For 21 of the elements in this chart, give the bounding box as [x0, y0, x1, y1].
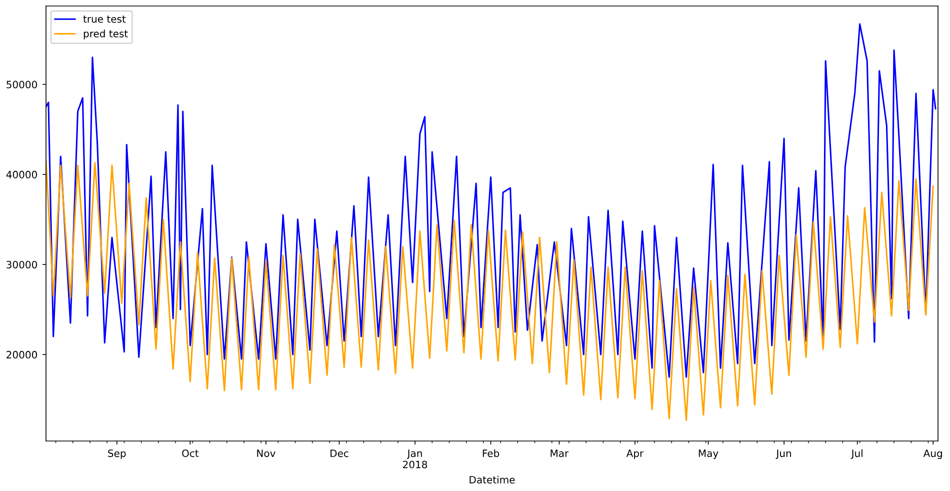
y-tick-label: 40000 [6, 170, 37, 178]
line-series [46, 23, 936, 378]
x-tick-label: Jul [850, 449, 862, 459]
y-tick-label: 30000 [6, 260, 37, 268]
x-tick-label: Feb [482, 449, 500, 458]
x-tick-label: Dec [330, 450, 348, 458]
legend-label: true test [83, 16, 126, 23]
x-tick-label: Sep [108, 450, 126, 460]
x-tick-label: Jan 2018 [403, 450, 428, 468]
y-tick-label: 20000 [6, 350, 37, 358]
x-tick-label: Oct [182, 450, 199, 458]
legend-label: pred test [84, 30, 128, 40]
x-tick-label: Nov [257, 450, 276, 458]
x-tick-label: May [698, 450, 718, 460]
y-tick-label: 50000 [6, 80, 37, 88]
x-tick-label: Apr [626, 450, 644, 460]
x-tick-label: Mar [550, 450, 569, 458]
x-tick-label: Jun [776, 450, 791, 459]
line-series [46, 160, 934, 422]
x-tick-label: Aug [923, 450, 942, 460]
x-axis-title: Datetime [470, 476, 515, 484]
